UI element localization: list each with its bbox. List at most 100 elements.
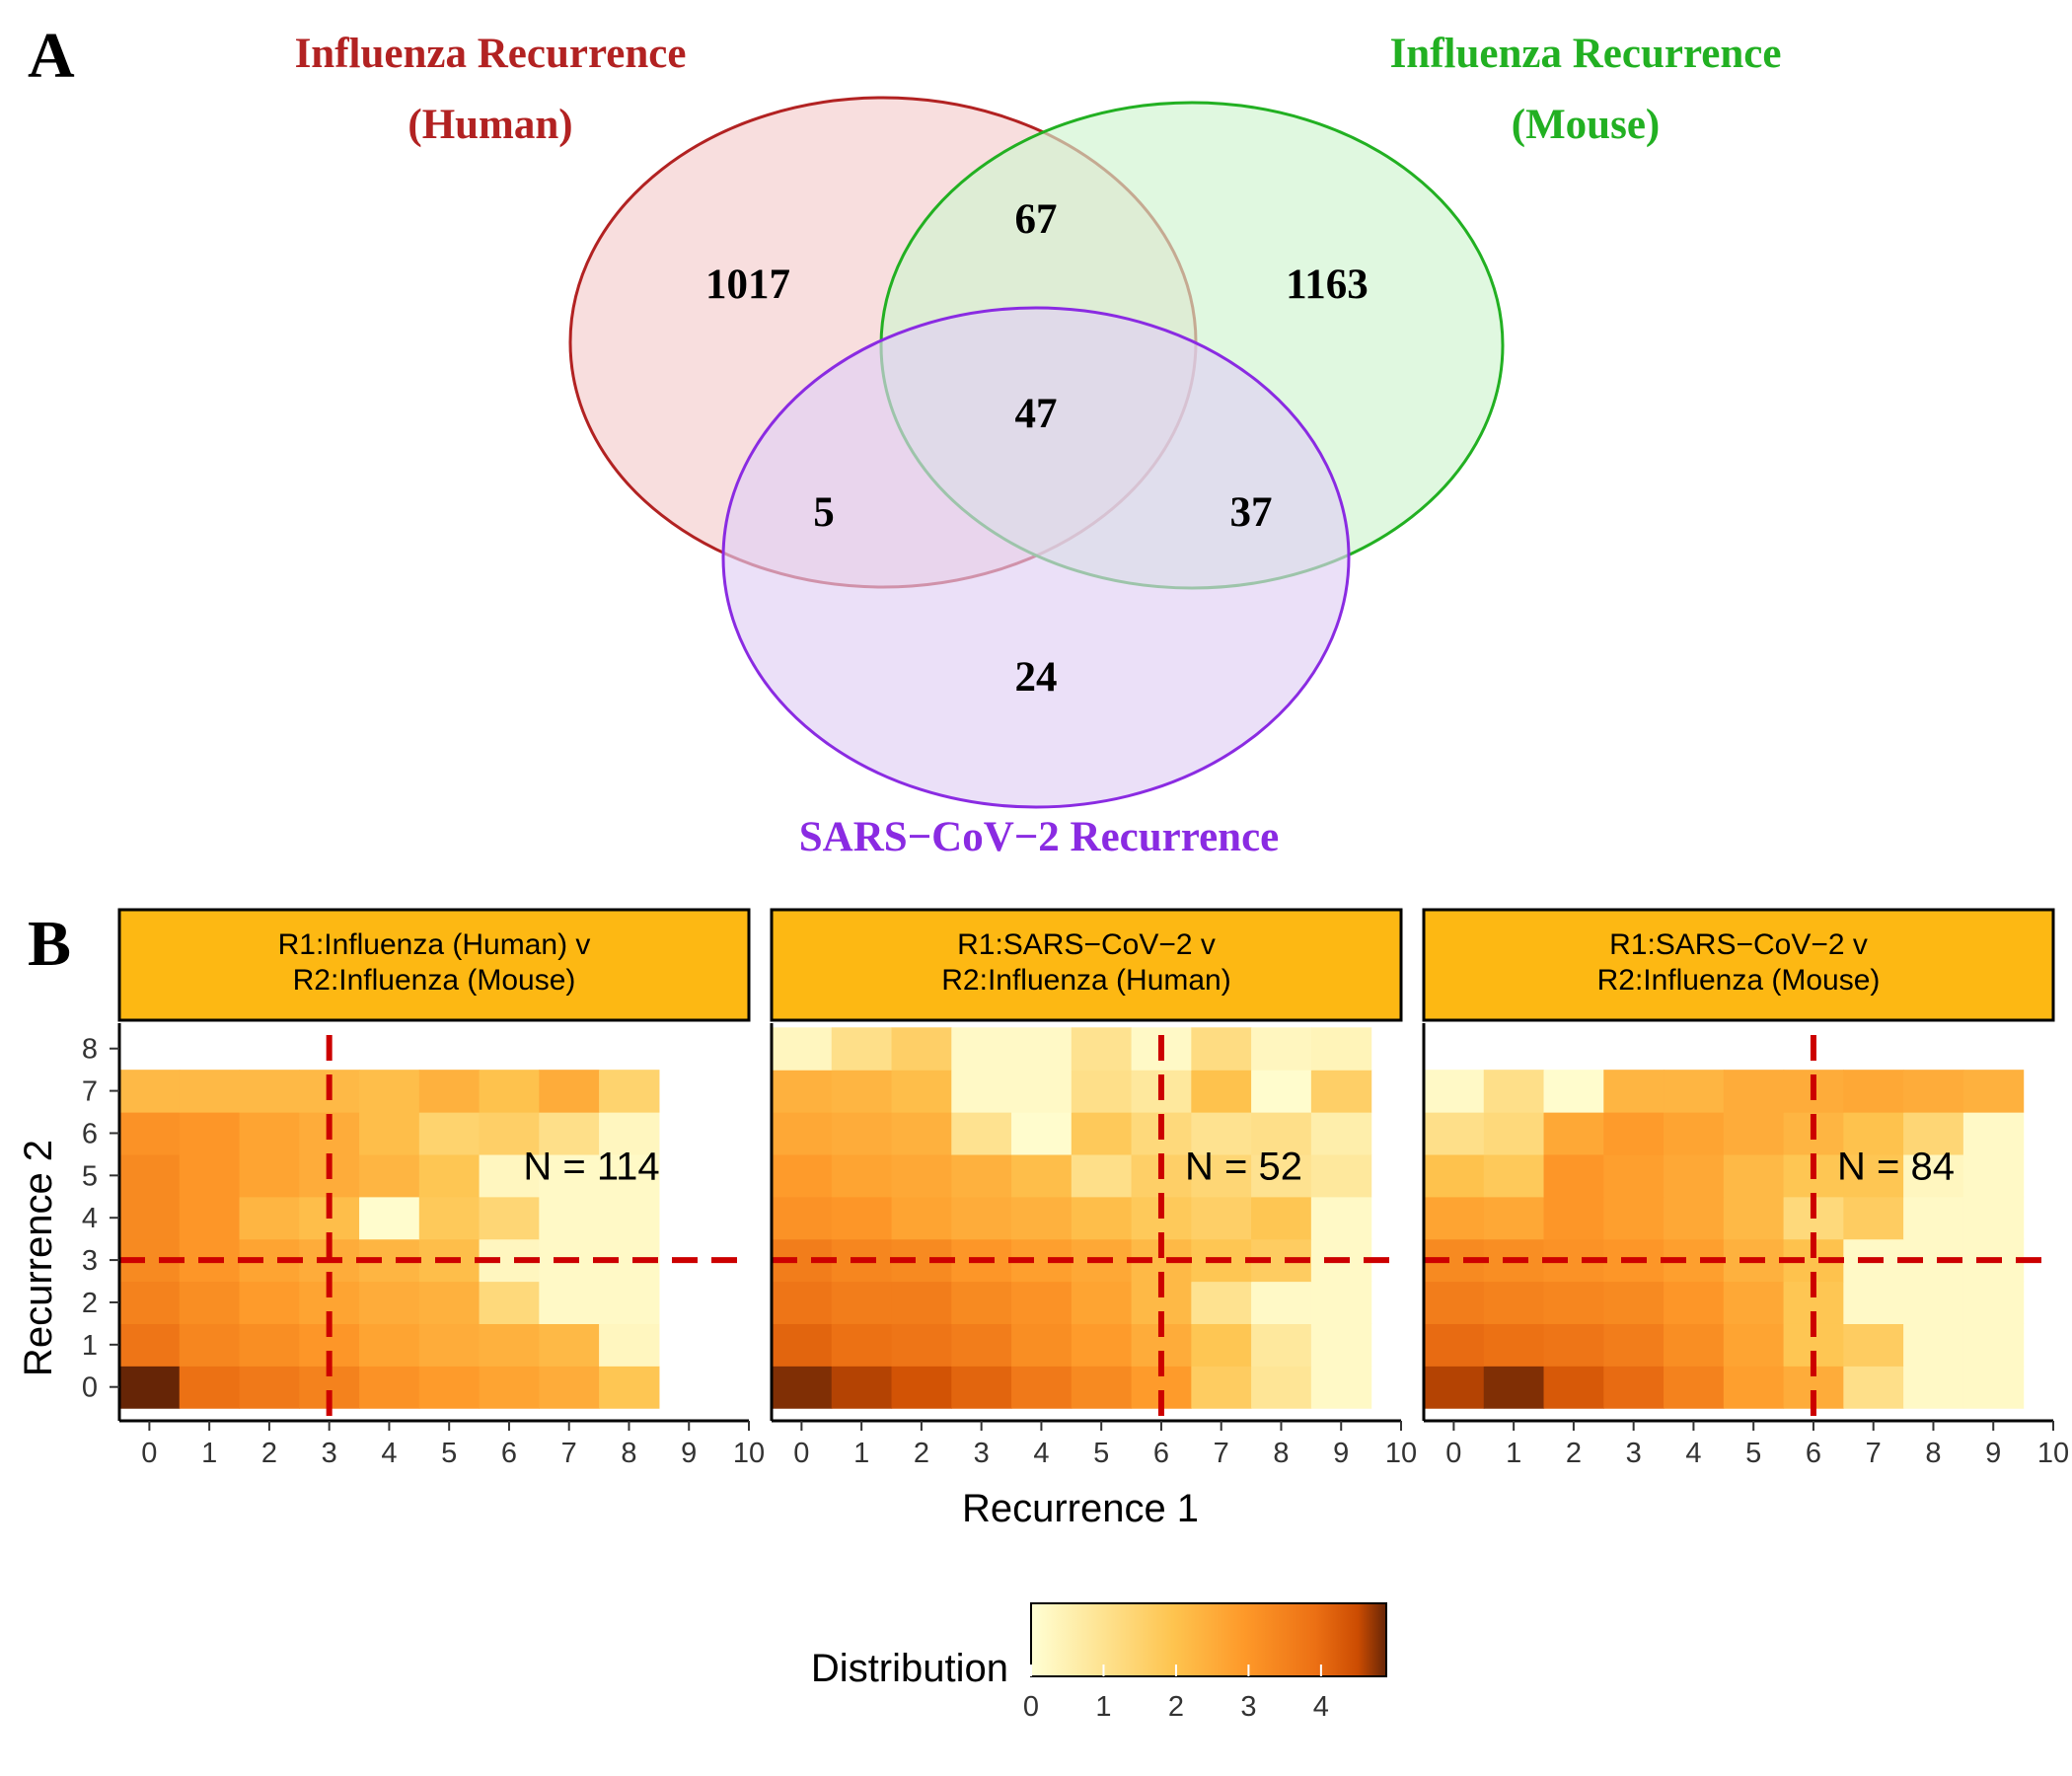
heatmap-cell [1723,1281,1785,1324]
heatmap-cell [772,1112,833,1155]
heatmap-cell [831,1070,893,1113]
heatmap-cell [1424,1153,1485,1198]
heatmap-cell [1011,1027,1073,1071]
heatmap-cell [891,1027,952,1071]
heatmap-cell [359,1153,420,1198]
facet-3: R1:SARS−CoV−2 vR2:Influenza (Mouse) N = 8… [1422,908,2069,1469]
heatmap-cell [1251,1281,1312,1324]
y-tick-label: 5 [82,1160,98,1192]
heatmap-cell [1664,1281,1725,1324]
legend-colorbar [1030,1602,1387,1677]
legend-title: Distribution [811,1647,1008,1690]
heatmap-cell [1483,1153,1545,1198]
heatmap-cell [1011,1323,1073,1367]
x-tick-label: 3 [322,1438,337,1469]
heatmap-cell [951,1112,1012,1155]
heatmap-cell [891,1281,952,1324]
heatmap-cell [1011,1070,1073,1113]
x-tick-label: 6 [501,1438,517,1469]
heatmap-cell [1071,1366,1133,1409]
heatmap-cell [1603,1112,1665,1155]
x-tick-label: 4 [1033,1438,1049,1469]
heatmap-cell [1310,1281,1372,1324]
heatmap-cell [599,1112,660,1155]
venn-count-all-three: 47 [1015,391,1058,437]
x-tick-label: 9 [1985,1438,2001,1469]
heatmap-cell [539,1070,600,1113]
x-tick-label: 7 [1866,1438,1882,1469]
heatmap-cell [1483,1366,1545,1409]
heatmap-cell [1603,1070,1665,1113]
facet-n-label: N = 114 [523,1146,659,1189]
heatmap-cell [1543,1196,1604,1240]
heatmap-cell [831,1323,893,1367]
heatmap-cell [359,1366,420,1409]
heatmap-cell [1071,1281,1133,1324]
heatmap-cell [1903,1366,1964,1409]
venn-set-sars [721,306,1351,809]
x-tick-label: 1 [853,1438,869,1469]
x-tick-label: 0 [793,1438,809,1469]
heatmap-cell [1011,1281,1073,1324]
heatmap-cell [418,1196,481,1240]
heatmap-cell [1723,1323,1785,1367]
x-tick-label: 9 [1333,1438,1349,1469]
legend-tick-label: 2 [1168,1691,1184,1723]
x-tick-label: 7 [561,1438,577,1469]
x-tick-label: 10 [1385,1438,1417,1469]
x-axis-title: Recurrence 1 [962,1487,1199,1530]
heatmap-cell [1191,1196,1252,1240]
heatmap-cell [1723,1366,1785,1409]
heatmap-cell [951,1196,1012,1240]
heatmap-cell [239,1366,300,1409]
heatmap-cell [1843,1070,1904,1113]
heatmap-cell [1664,1153,1725,1198]
facet-1: R1:Influenza (Human) vR2:Influenza (Mous… [82,908,765,1469]
venn-title-mouse: (Mouse) [1512,102,1660,148]
heatmap-cell [1903,1196,1964,1240]
heatmap-cell [1251,1153,1312,1198]
heatmap-cell [418,1281,481,1324]
facet-strip [1422,908,2055,1022]
heatmap-cell [539,1281,600,1324]
heatmap-cell [1424,1112,1485,1155]
heatmap-cell [1664,1070,1725,1113]
heatmap-cell [831,1366,893,1409]
heatmap-cell [119,1281,181,1324]
x-tick-label: 9 [681,1438,697,1469]
x-tick-label: 5 [1093,1438,1109,1469]
heatmap-cell [1664,1323,1725,1367]
heatmap-cell [418,1323,481,1367]
heatmap-cell [479,1112,540,1155]
heatmap-cell [1310,1112,1372,1155]
facet-strip [770,908,1403,1022]
heatmap-cell [1483,1196,1545,1240]
heatmap-cell [1251,1070,1312,1113]
heatmap-cell [1962,1112,2025,1155]
x-tick-label: 1 [201,1438,217,1469]
heatmap-cell [772,1366,833,1409]
heatmap-cell [359,1112,420,1155]
x-tick-label: 6 [1153,1438,1169,1469]
heatmap-cell [1251,1323,1312,1367]
venn-title-mouse: Influenza Recurrence [1390,31,1782,77]
heatmap-cell [599,1070,660,1113]
heatmap-cell [1071,1027,1133,1071]
heatmap-cell [479,1323,540,1367]
facet-n-label: N = 52 [1185,1146,1302,1189]
heatmap-cell [179,1196,241,1240]
x-tick-label: 3 [1626,1438,1642,1469]
heatmap-cell [418,1112,481,1155]
heatmap-cell [1843,1366,1904,1409]
heatmap-cell [1011,1153,1073,1198]
heatmap-cell [599,1323,660,1367]
x-tick-label: 1 [1506,1438,1521,1469]
heatmap-cell [539,1112,600,1155]
heatmap-cell [1543,1323,1604,1367]
venn-title-sars: SARS−CoV−2 Recurrence [799,814,1280,860]
venn-title-human: Influenza Recurrence [295,31,687,77]
heatmap-cell [1723,1070,1785,1113]
heatmap-cell [831,1196,893,1240]
venn-count-mouse-only: 1163 [1286,261,1369,308]
